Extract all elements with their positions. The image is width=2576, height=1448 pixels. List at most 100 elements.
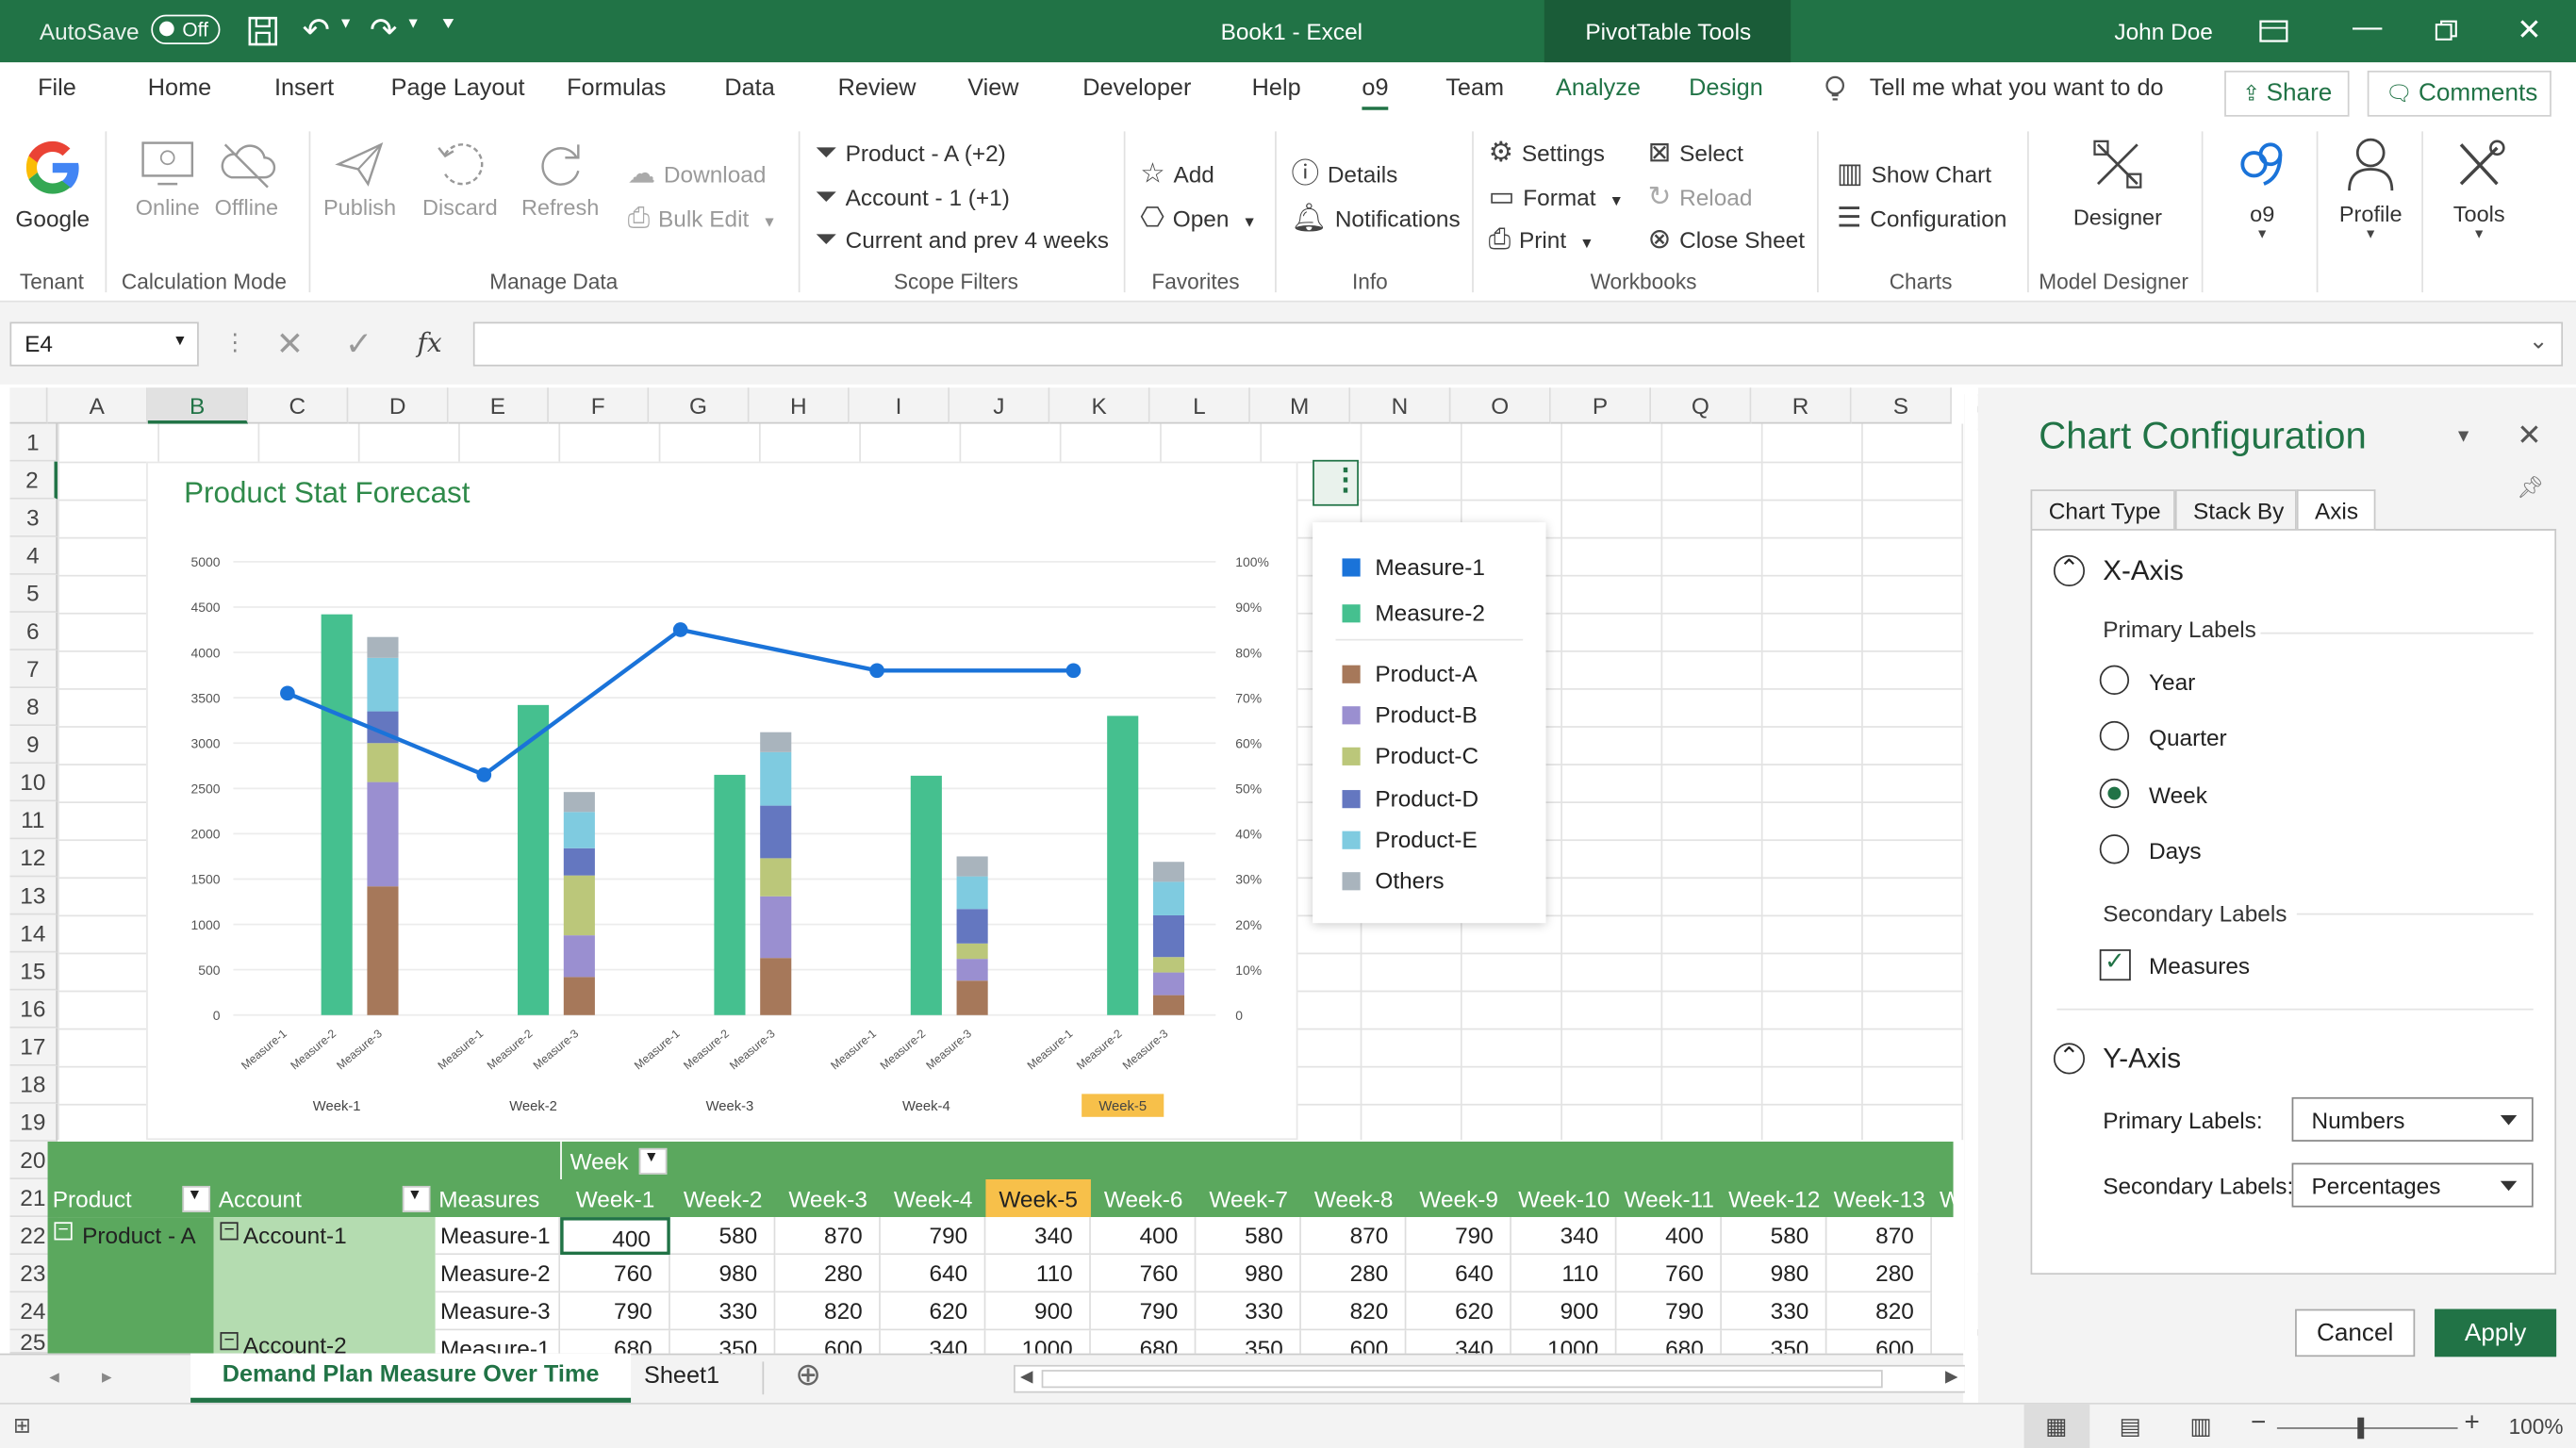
- collapse-account-icon[interactable]: −: [220, 1332, 239, 1351]
- pivot-value-cell[interactable]: 820: [1826, 1292, 1932, 1331]
- reload-button[interactable]: ↻ Reload: [1648, 182, 1753, 210]
- close-icon[interactable]: ✕: [2517, 12, 2542, 46]
- pivot-value-cell[interactable]: 280: [775, 1255, 881, 1293]
- add-favorite-button[interactable]: ☆ Add: [1140, 159, 1214, 188]
- notifications-button[interactable]: 🔔︎ Notifications: [1291, 204, 1460, 232]
- apply-button[interactable]: Apply: [2435, 1308, 2557, 1358]
- menu-view[interactable]: View: [967, 75, 1019, 103]
- profile-button[interactable]: Profile ▼: [2333, 135, 2408, 241]
- pivot-value-cell[interactable]: 350: [1196, 1330, 1301, 1354]
- offline-button[interactable]: Offline: [210, 138, 283, 220]
- pivot-value-cell[interactable]: 620: [880, 1292, 986, 1331]
- open-favorite-button[interactable]: ⎔ Open ▼: [1140, 204, 1257, 232]
- format-button[interactable]: ▭ Format ▼: [1489, 182, 1624, 210]
- user-name[interactable]: John Doe: [2114, 18, 2213, 45]
- pivot-value-cell[interactable]: 790: [1406, 1217, 1511, 1256]
- pivot-value-cell[interactable]: 760: [1616, 1255, 1722, 1293]
- x-axis-heading[interactable]: X-Axis: [2103, 554, 2184, 587]
- scope-filter-account[interactable]: ⏷ Account - 1 (+1): [815, 182, 1010, 210]
- autosave-toggle[interactable]: Off: [151, 14, 221, 45]
- menu-insert[interactable]: Insert: [273, 75, 335, 103]
- menu-home[interactable]: Home: [147, 75, 212, 103]
- scope-filter-time[interactable]: ⏷ Current and prev 4 weeks: [815, 225, 1109, 254]
- add-sheet-icon[interactable]: ⊕: [795, 1358, 822, 1393]
- row-header-10[interactable]: 10: [9, 764, 58, 802]
- online-button[interactable]: Online: [131, 138, 204, 220]
- menu-team[interactable]: Team: [1445, 75, 1505, 103]
- next-sheet-icon[interactable]: ▸: [102, 1364, 112, 1389]
- row-header-9[interactable]: 9: [9, 726, 58, 765]
- zoom-slider[interactable]: [2276, 1427, 2458, 1429]
- row-header-2[interactable]: 2: [9, 461, 58, 500]
- column-header-k[interactable]: K: [1049, 387, 1150, 424]
- menu-help[interactable]: Help: [1251, 75, 1301, 103]
- pivot-value-cell[interactable]: 400: [1090, 1217, 1197, 1256]
- pivot-value-cell[interactable]: 820: [1300, 1292, 1407, 1331]
- pivot-value-cell[interactable]: 400: [560, 1217, 670, 1256]
- menu-file[interactable]: File: [38, 75, 76, 103]
- collapse-x-axis-icon[interactable]: ⌃: [2053, 554, 2086, 587]
- account-filter-button[interactable]: [402, 1185, 431, 1212]
- row-header-15[interactable]: 15: [9, 952, 58, 991]
- pivot-value-cell[interactable]: 350: [1721, 1330, 1827, 1354]
- row-header-3[interactable]: 3: [9, 499, 58, 537]
- sheet-tab-sheet1[interactable]: Sheet1: [644, 1363, 720, 1390]
- pivot-value-cell[interactable]: 870: [775, 1217, 881, 1256]
- menu-design[interactable]: Design: [1689, 75, 1763, 103]
- undo-icon[interactable]: ↶: [302, 12, 330, 50]
- redo-dropdown-icon[interactable]: ▼: [405, 14, 421, 32]
- refresh-button[interactable]: Refresh: [520, 138, 602, 220]
- drag-handle-icon[interactable]: ⋮: [223, 328, 247, 355]
- pivot-value-cell[interactable]: 600: [1300, 1330, 1407, 1354]
- chevron-down-icon[interactable]: ▼: [644, 1147, 659, 1165]
- menu-data[interactable]: Data: [724, 75, 775, 103]
- row-header-1[interactable]: 1: [9, 423, 58, 462]
- pivot-value-cell[interactable]: 1000: [1511, 1330, 1617, 1354]
- pivot-value-cell[interactable]: 790: [1616, 1292, 1722, 1331]
- menu-page-layout[interactable]: Page Layout: [390, 75, 525, 103]
- chevron-down-icon[interactable]: ⌄: [2528, 326, 2549, 354]
- row-header-8[interactable]: 8: [9, 688, 58, 727]
- column-header-l[interactable]: L: [1149, 387, 1250, 424]
- y-primary-labels-select[interactable]: Numbers: [2291, 1096, 2534, 1142]
- minimize-icon[interactable]: —: [2353, 9, 2383, 43]
- chart-area[interactable]: Product Stat Forecast 0 500 1000 1500 2000 25…: [146, 461, 1298, 1141]
- collapse-account-icon[interactable]: −: [220, 1222, 239, 1241]
- pivot-value-cell[interactable]: 110: [1511, 1255, 1617, 1293]
- pin-icon[interactable]: 📌︎: [2517, 474, 2545, 500]
- sheet-tab-active[interactable]: Demand Plan Measure Over Time: [190, 1353, 632, 1403]
- pivot-value-cell[interactable]: 790: [880, 1217, 986, 1256]
- collapse-product-icon[interactable]: −: [54, 1222, 73, 1241]
- insert-function-icon[interactable]: fx: [417, 326, 442, 358]
- column-header-d[interactable]: D: [348, 387, 449, 424]
- pivot-value-cell[interactable]: 900: [985, 1292, 1091, 1331]
- column-header-f[interactable]: F: [548, 387, 650, 424]
- pivot-value-cell[interactable]: 620: [1406, 1292, 1511, 1331]
- pivot-value-cell[interactable]: 680: [560, 1330, 670, 1354]
- pivot-value-cell[interactable]: 340: [880, 1330, 986, 1354]
- pivot-value-cell[interactable]: 330: [669, 1292, 776, 1331]
- pivot-value-cell[interactable]: 760: [560, 1255, 670, 1293]
- show-chart-button[interactable]: ▥ Show Chart: [1837, 159, 1991, 188]
- radio-quarter[interactable]: [2099, 720, 2130, 751]
- pivot-value-cell[interactable]: 280: [1826, 1255, 1932, 1293]
- publish-button[interactable]: Publish: [322, 138, 398, 220]
- y-secondary-labels-select[interactable]: Percentages: [2291, 1162, 2534, 1208]
- pivot-value-cell[interactable]: 330: [1196, 1292, 1301, 1331]
- column-header-o[interactable]: O: [1450, 387, 1551, 424]
- chevron-down-icon[interactable]: ▼: [407, 1185, 422, 1203]
- column-header-j[interactable]: J: [949, 387, 1050, 424]
- pivot-value-cell[interactable]: 580: [1721, 1217, 1827, 1256]
- tab-axis[interactable]: Axis: [2296, 489, 2376, 531]
- menu-formulas[interactable]: Formulas: [567, 75, 667, 103]
- pivot-value-cell[interactable]: 340: [1511, 1217, 1617, 1256]
- row-header-22[interactable]: 22: [9, 1217, 58, 1256]
- row-header-17[interactable]: 17: [9, 1028, 58, 1066]
- pivot-value-cell[interactable]: 350: [669, 1330, 776, 1354]
- page-break-view-icon[interactable]: ▥: [2189, 1412, 2212, 1440]
- product-filter-button[interactable]: [182, 1185, 211, 1212]
- tools-button[interactable]: Tools ▼: [2441, 135, 2517, 241]
- pivot-value-cell[interactable]: 790: [1090, 1292, 1197, 1331]
- macro-record-icon[interactable]: ⊞: [12, 1412, 31, 1438]
- download-button[interactable]: ☁ Download: [628, 159, 767, 188]
